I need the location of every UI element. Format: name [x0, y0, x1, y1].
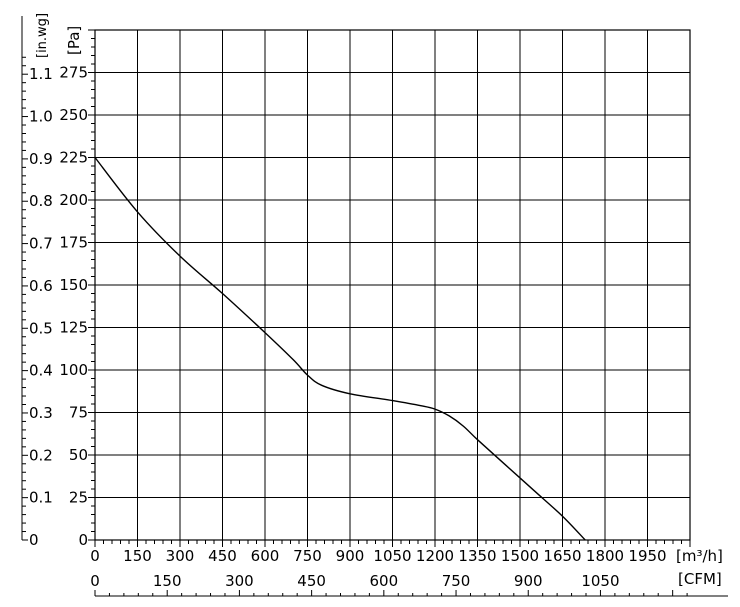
x-tick-label: 450 — [208, 547, 237, 565]
y-tick-label-inwg: 0 — [29, 531, 39, 549]
x-tick-label: 750 — [293, 547, 322, 565]
grid — [94, 29, 691, 541]
x-tick-label: 1950 — [628, 547, 666, 565]
y-tick-label-inwg: 0.3 — [29, 404, 53, 422]
y-tick-label-inwg: 0.7 — [29, 235, 53, 253]
x-tick-label: 300 — [166, 547, 195, 565]
x-tick-label: 1650 — [543, 547, 581, 565]
x-tick-label: 0 — [90, 547, 100, 565]
series-line — [94, 157, 586, 541]
y-tick-label-inwg: 0.9 — [29, 150, 53, 168]
y-tick-label-pa: 125 — [59, 319, 88, 337]
y-tick-label-pa: 75 — [69, 404, 88, 422]
cfm-tick-label: 1050 — [581, 572, 619, 590]
y-tick-label-inwg: 0.5 — [29, 319, 53, 337]
y-tick-label-inwg: 0.1 — [29, 489, 53, 507]
minor-ticks — [21, 16, 728, 597]
cfm-tick-label: 450 — [297, 572, 326, 590]
cfm-tick-label: 750 — [442, 572, 471, 590]
y-tick-label-inwg: 1.1 — [29, 65, 53, 83]
y-tick-label-pa: 50 — [69, 446, 88, 464]
y-tick-label-pa: 100 — [59, 361, 88, 379]
y-tick-label-inwg: 0.6 — [29, 277, 53, 295]
x-tick-label: 1050 — [373, 547, 411, 565]
cfm-tick-label: 300 — [225, 572, 254, 590]
x-tick-label: 1350 — [458, 547, 496, 565]
y-tick-label-inwg: 0.2 — [29, 446, 53, 464]
y-tick-label-pa: 275 — [59, 64, 88, 82]
cfm-tick-label: 150 — [153, 572, 182, 590]
y-unit-pa-label: [Pa] — [65, 26, 83, 55]
y-tick-label-pa: 200 — [59, 191, 88, 209]
y-tick-label-pa: 175 — [59, 234, 88, 252]
x-tick-label: 1800 — [586, 547, 624, 565]
x-tick-label: 150 — [123, 547, 152, 565]
y-tick-label-pa: 150 — [59, 276, 88, 294]
y-tick-label-pa: 225 — [59, 149, 88, 167]
y-tick-label-pa: 25 — [69, 489, 88, 507]
x-unit-cfm-label: [CFM] — [678, 570, 722, 588]
x-axis-cfm-labels: 0 150 300 450 600 750 900 1050 — [90, 572, 619, 590]
x-tick-label: 900 — [336, 547, 365, 565]
y-tick-label-inwg: 0.4 — [29, 362, 53, 380]
x-tick-label: 600 — [251, 547, 280, 565]
x-axis-m3h-labels: 0 150 300 450 600 750 900 1050 1200 1350 1500 1650 1… — [90, 547, 666, 565]
y-axis-labels: 0 25 50 75 100 125 150 175 200 225 250 275 0 0.1 0.2 0.… — [29, 64, 88, 550]
cfm-tick-label: 600 — [370, 572, 399, 590]
y-tick-label-pa: 250 — [59, 106, 88, 124]
x-tick-label: 1200 — [416, 547, 454, 565]
cfm-tick-label: 900 — [514, 572, 543, 590]
y-tick-label-pa: 0 — [78, 531, 88, 549]
y-unit-inwg-label: [in.wg] — [35, 13, 50, 58]
y-tick-label-inwg: 1.0 — [29, 108, 53, 126]
cfm-tick-label: 0 — [90, 572, 100, 590]
x-tick-label: 1500 — [501, 547, 539, 565]
y-tick-label-inwg: 0.8 — [29, 192, 53, 210]
x-unit-m3h-label: [m³/h] — [676, 547, 723, 565]
